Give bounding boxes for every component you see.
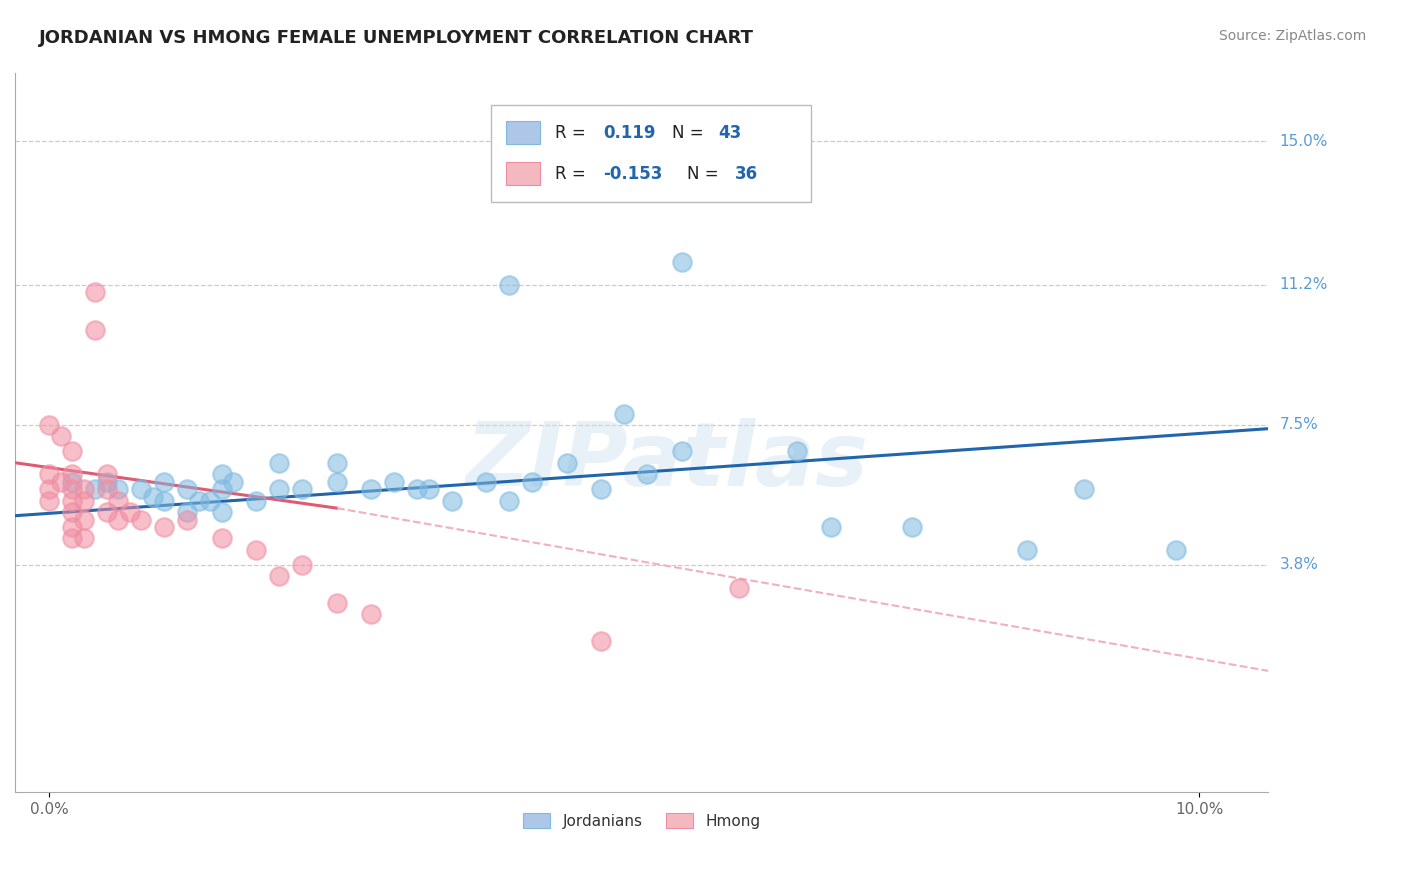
Point — [62, 444, 84, 458]
Point — [269, 569, 291, 583]
Point — [96, 505, 118, 519]
Point — [636, 467, 658, 481]
Text: R =: R = — [555, 165, 592, 183]
Point — [522, 475, 544, 489]
Point — [326, 456, 349, 470]
Point — [1015, 542, 1038, 557]
Point — [498, 493, 520, 508]
Text: 0.119: 0.119 — [603, 124, 655, 142]
Point — [176, 505, 198, 519]
Point — [1073, 482, 1095, 496]
Point — [1166, 542, 1188, 557]
Point — [360, 607, 382, 621]
Point — [211, 482, 233, 496]
Point — [786, 444, 808, 458]
Point — [326, 596, 349, 610]
Point — [62, 475, 84, 489]
Point — [498, 277, 520, 292]
Point — [73, 493, 96, 508]
Text: 36: 36 — [734, 165, 758, 183]
Point — [96, 467, 118, 481]
Point — [269, 482, 291, 496]
Text: 15.0%: 15.0% — [1279, 134, 1327, 149]
Point — [591, 633, 613, 648]
Point — [107, 512, 129, 526]
FancyBboxPatch shape — [506, 162, 540, 186]
Text: Source: ZipAtlas.com: Source: ZipAtlas.com — [1219, 29, 1367, 43]
Point — [107, 493, 129, 508]
Point — [291, 558, 314, 572]
FancyBboxPatch shape — [491, 105, 811, 202]
Point — [188, 493, 211, 508]
Point — [291, 482, 314, 496]
Point — [73, 482, 96, 496]
Point — [176, 482, 198, 496]
Point — [142, 490, 165, 504]
Legend: Jordanians, Hmong: Jordanians, Hmong — [517, 806, 766, 835]
Point — [38, 482, 60, 496]
Point — [96, 475, 118, 489]
Point — [475, 475, 498, 489]
Point — [62, 493, 84, 508]
Point — [73, 512, 96, 526]
Point — [131, 512, 153, 526]
Point — [406, 482, 429, 496]
Text: N =: N = — [672, 124, 709, 142]
Point — [153, 475, 176, 489]
Point — [84, 323, 107, 337]
Point — [820, 520, 842, 534]
Point — [671, 255, 693, 269]
Point — [62, 532, 84, 546]
Text: JORDANIAN VS HMONG FEMALE UNEMPLOYMENT CORRELATION CHART: JORDANIAN VS HMONG FEMALE UNEMPLOYMENT C… — [39, 29, 755, 46]
Point — [84, 285, 107, 300]
Point — [591, 482, 613, 496]
Point — [153, 493, 176, 508]
Point — [555, 456, 578, 470]
Text: -0.153: -0.153 — [603, 165, 662, 183]
Point — [62, 505, 84, 519]
Text: R =: R = — [555, 124, 592, 142]
Point — [96, 482, 118, 496]
Point — [84, 482, 107, 496]
Point — [211, 532, 233, 546]
Point — [176, 512, 198, 526]
Point — [418, 482, 440, 496]
Point — [222, 475, 245, 489]
Text: 11.2%: 11.2% — [1279, 277, 1327, 293]
Point — [269, 456, 291, 470]
Text: 7.5%: 7.5% — [1279, 417, 1317, 433]
Point — [62, 482, 84, 496]
Text: 3.8%: 3.8% — [1279, 558, 1319, 573]
Point — [49, 429, 72, 443]
Point — [360, 482, 382, 496]
Point — [440, 493, 463, 508]
Point — [326, 475, 349, 489]
Point — [38, 467, 60, 481]
Point — [62, 520, 84, 534]
Point — [38, 493, 60, 508]
Point — [107, 482, 129, 496]
Point — [671, 444, 693, 458]
Point — [384, 475, 406, 489]
Point — [245, 493, 267, 508]
Point — [211, 467, 233, 481]
Text: N =: N = — [688, 165, 724, 183]
Point — [49, 475, 72, 489]
Point — [118, 505, 141, 519]
Point — [728, 581, 751, 595]
Text: ZIPatlas: ZIPatlas — [465, 417, 868, 505]
FancyBboxPatch shape — [506, 121, 540, 145]
Point — [153, 520, 176, 534]
Text: 43: 43 — [718, 124, 741, 142]
Point — [62, 467, 84, 481]
Point — [200, 493, 222, 508]
Point — [613, 407, 636, 421]
Point — [131, 482, 153, 496]
Point — [73, 532, 96, 546]
Point — [38, 417, 60, 432]
Point — [211, 505, 233, 519]
Point — [245, 542, 267, 557]
Point — [901, 520, 924, 534]
